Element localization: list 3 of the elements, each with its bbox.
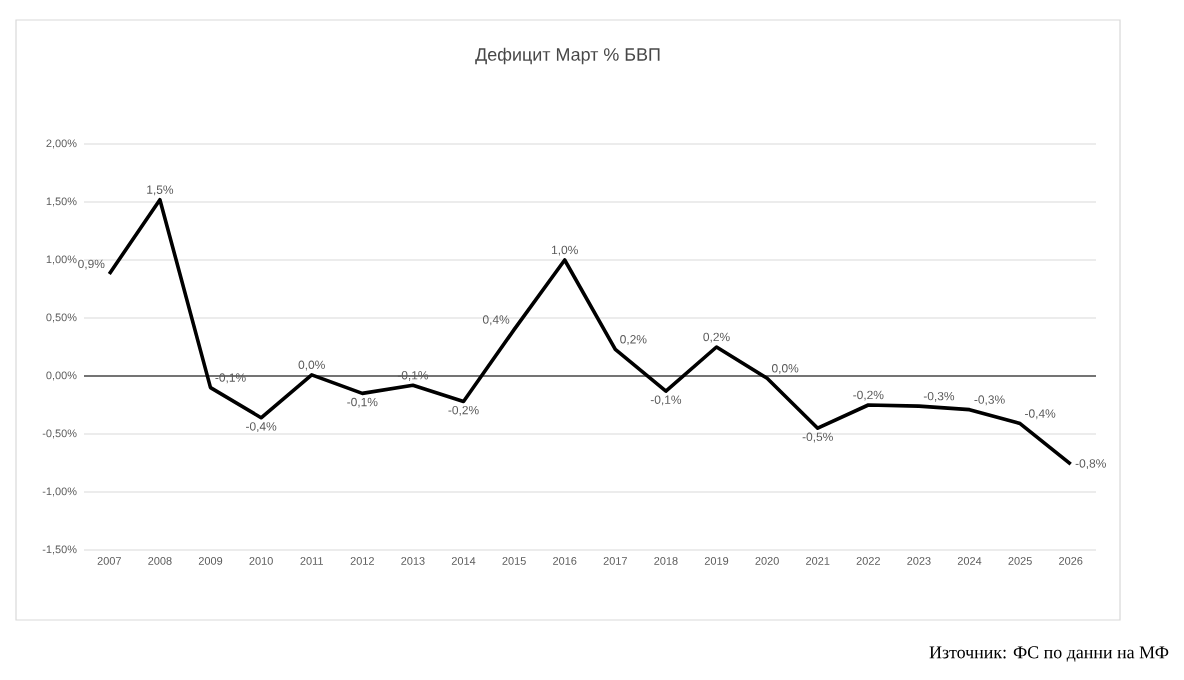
chart-title: Дефицит Март % БВП: [475, 47, 660, 65]
text: Източник: ФС по данни на МФ: [929, 646, 1169, 662]
line-series: [107, 197, 1073, 466]
